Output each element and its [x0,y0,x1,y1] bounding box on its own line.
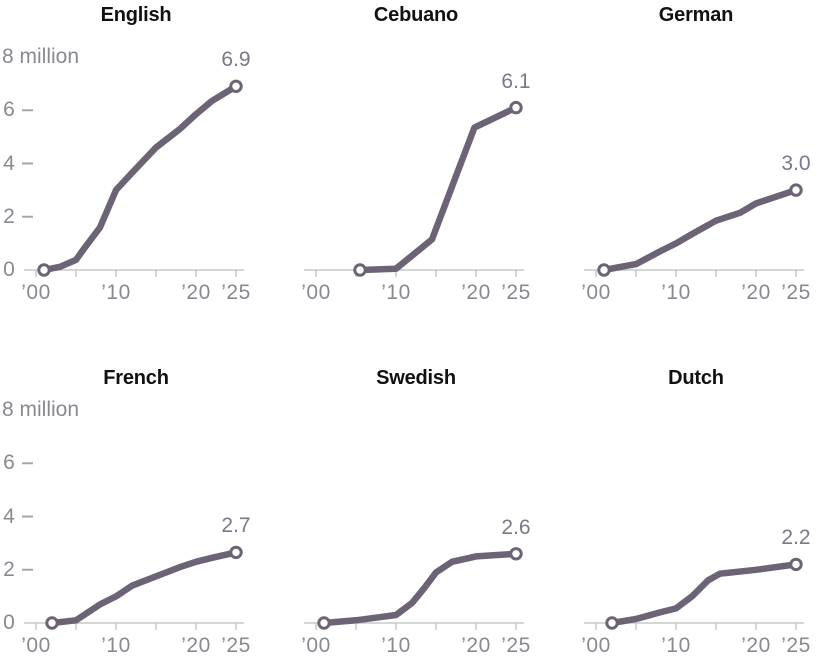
x-tick-label: ’00 [581,281,611,304]
chart-title: German [658,4,734,26]
line-plot [584,183,804,277]
x-tick-label: ’00 [581,634,611,657]
point-marker [597,263,611,277]
x-tick-label: ’00 [21,281,51,304]
x-tick-label: ’25 [781,634,811,657]
chart-swedish: Swedish 2.6 ’00 ’10 ’20 ’25 [280,336,560,672]
data-line [320,550,520,627]
x-tick-label: ’25 [781,281,811,304]
point-marker [317,616,331,630]
x-tick-label: ’20 [461,634,491,657]
x-tick-label: ’20 [181,281,211,304]
x-tick-label: ’00 [301,281,331,304]
y-tick-label: 6 [3,451,15,475]
point-marker [229,545,243,560]
chart-title: English [100,4,172,26]
x-tick-label: ’25 [501,634,531,657]
x-tick-label: ’20 [741,281,771,304]
end-value-label: 3.0 [781,152,811,176]
x-tick-label: ’10 [381,281,411,304]
point-marker [509,547,523,561]
end-value-label: 2.2 [781,526,811,550]
chart-german: German 3.0 ’00 ’10 ’20 ’25 [560,0,840,336]
point-marker [229,79,243,94]
x-tick-label: ’25 [221,281,251,304]
line-plot [22,462,244,630]
x-tick-label: ’25 [501,281,531,304]
line-plot [304,547,524,630]
x-tick-label: ’00 [301,634,331,657]
end-value-label: 6.9 [221,48,251,72]
x-tick-label: ’20 [461,281,491,304]
data-line [48,549,240,627]
line-plot [304,100,524,277]
end-value-label: 2.6 [501,515,531,539]
chart-title: Dutch [668,367,724,389]
data-line [356,104,520,274]
y-tick-label: 2 [3,557,15,581]
y-axis-unit-label: 8 million [2,45,80,68]
y-tick-label: 0 [3,258,15,281]
point-marker [605,616,619,630]
chart-title: Cebuano [373,4,459,26]
point-marker [789,557,803,572]
x-tick-label: ’20 [741,634,771,657]
chart-title: French [103,367,169,389]
point-marker [789,183,803,197]
x-tick-label: ’25 [221,634,251,657]
data-line [600,186,800,274]
y-tick-label: 4 [3,504,15,528]
y-tick-label: 4 [3,151,15,175]
x-tick-label: ’10 [101,634,131,657]
y-axis-unit-label: 8 million [2,398,80,421]
end-value-label: 2.7 [221,514,251,538]
chart-cebuano: Cebuano 6.1 ’00 ’10 ’20 ’25 [280,0,560,336]
x-tick-label: ’00 [21,634,51,657]
chart-english: English 8 million 6.9 ’00 ’10 ’20 ’25 0 2 4 6 [0,0,280,336]
data-line [608,561,800,627]
data-line [40,83,240,274]
x-tick-label: ’10 [101,281,131,304]
y-tick-label: 0 [3,611,15,634]
chart-dutch: Dutch 2.2 ’00 ’10 ’20 ’25 [560,336,840,672]
line-plot [584,557,804,630]
y-tick-label: 6 [3,98,15,122]
x-tick-label: ’20 [181,634,211,657]
point-marker [37,263,51,277]
end-value-label: 6.1 [501,69,531,93]
x-tick-label: ’10 [661,634,691,657]
point-marker [45,616,59,630]
chart-title: Swedish [376,367,456,389]
x-tick-label: ’10 [381,634,411,657]
chart-french: French 8 million 2.7 ’00 ’10 ’20 ’25 0 2 4 6 [0,336,280,672]
line-plot [22,79,244,277]
point-marker [509,100,523,115]
x-tick-label: ’10 [661,281,691,304]
point-marker [353,263,367,277]
y-tick-label: 2 [3,204,15,228]
